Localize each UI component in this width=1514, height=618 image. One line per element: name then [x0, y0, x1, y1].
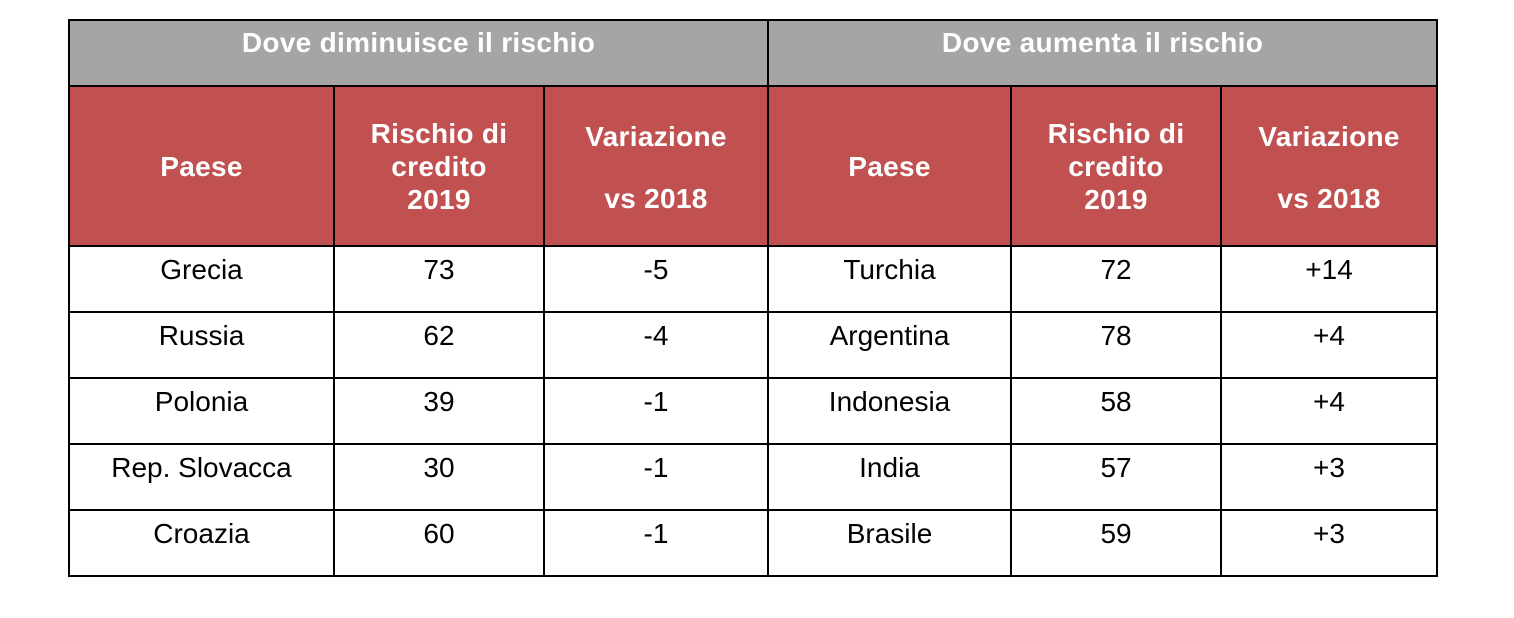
cell-left-change: -1	[542, 509, 770, 577]
col-header-country-right: Paese	[767, 85, 1013, 247]
column-header-row: Paese Rischio di credito 2019 Variazione…	[68, 85, 1439, 247]
cell-right-risk: 57	[1010, 443, 1223, 511]
cell-right-risk: 58	[1010, 377, 1223, 445]
col-header-risk-line2: credito	[1068, 150, 1164, 182]
col-header-change-line2: vs 2018	[604, 183, 708, 214]
cell-left-change: -1	[542, 377, 770, 445]
col-header-country-left: Paese	[68, 85, 335, 247]
col-header-change-right: Variazione vs 2018	[1220, 85, 1439, 247]
cell-right-risk: 72	[1010, 245, 1223, 313]
group-header-row: Dove diminuisce il rischio Dove aumenta …	[67, 19, 1439, 87]
cell-right-country: Indonesia	[767, 377, 1013, 445]
col-header-risk-line3: 2019	[1084, 183, 1148, 215]
col-header-change-left: Variazione vs 2018	[542, 85, 770, 247]
cell-right-country: Brasile	[767, 509, 1013, 577]
group-header-decrease: Dove diminuisce il rischio	[67, 19, 770, 87]
cell-left-risk: 30	[333, 443, 545, 511]
cell-left-country: Rep. Slovacca	[68, 443, 335, 511]
cell-left-country: Polonia	[68, 377, 335, 445]
cell-left-change: -1	[542, 443, 770, 511]
cell-right-risk: 78	[1010, 311, 1223, 379]
cell-right-risk: 59	[1010, 509, 1223, 577]
cell-left-risk: 60	[333, 509, 545, 577]
cell-right-change: +4	[1220, 377, 1439, 445]
cell-left-risk: 73	[333, 245, 545, 313]
credit-risk-table: Dove diminuisce il rischio Dove aumenta …	[67, 19, 1439, 577]
col-header-risk-left: Rischio di credito 2019	[333, 85, 545, 247]
col-header-risk-right: Rischio di credito 2019	[1010, 85, 1223, 247]
col-header-risk-line2: credito	[391, 150, 487, 182]
cell-left-change: -4	[542, 311, 770, 379]
table-row: Grecia 73 -5 Turchia 72 +14	[68, 245, 1439, 313]
col-header-change-line2: vs 2018	[1277, 183, 1381, 214]
cell-right-change: +3	[1220, 509, 1439, 577]
group-header-increase: Dove aumenta il rischio	[767, 19, 1439, 87]
cell-left-country: Croazia	[68, 509, 335, 577]
col-header-risk-line3: 2019	[407, 183, 471, 215]
cell-left-country: Grecia	[68, 245, 335, 313]
table-row: Rep. Slovacca 30 -1 India 57 +3	[68, 443, 1439, 511]
table-row: Polonia 39 -1 Indonesia 58 +4	[68, 377, 1439, 445]
col-header-change-line1: Variazione	[1258, 121, 1400, 152]
col-header-change-line1: Variazione	[585, 121, 727, 152]
cell-left-country: Russia	[68, 311, 335, 379]
cell-right-country: India	[767, 443, 1013, 511]
cell-right-country: Turchia	[767, 245, 1013, 313]
cell-right-change: +14	[1220, 245, 1439, 313]
cell-left-risk: 62	[333, 311, 545, 379]
col-header-risk-line1: Rischio di	[370, 117, 508, 149]
cell-right-change: +3	[1220, 443, 1439, 511]
col-header-risk-line1: Rischio di	[1047, 117, 1185, 149]
cell-right-country: Argentina	[767, 311, 1013, 379]
cell-left-risk: 39	[333, 377, 545, 445]
cell-right-change: +4	[1220, 311, 1439, 379]
table-row: Russia 62 -4 Argentina 78 +4	[68, 311, 1439, 379]
cell-left-change: -5	[542, 245, 770, 313]
table-row: Croazia 60 -1 Brasile 59 +3	[68, 509, 1439, 577]
